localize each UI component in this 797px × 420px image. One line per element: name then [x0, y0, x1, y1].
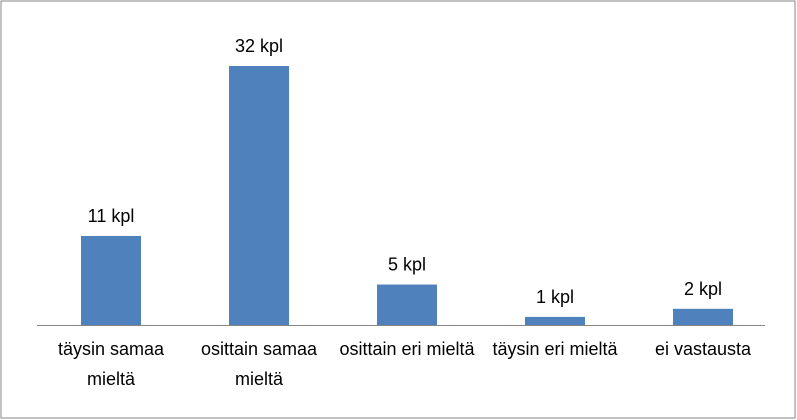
x-tick-label: täysin samaa mieltä	[57, 339, 165, 389]
bar	[673, 308, 733, 325]
data-label: 32 kpl	[235, 36, 283, 56]
bar	[377, 284, 437, 325]
x-tick-label: ei vastausta	[654, 339, 752, 359]
bar	[525, 316, 585, 325]
bar	[81, 235, 141, 325]
x-tick-label: täysin eri mieltä	[492, 339, 618, 359]
data-label: 2 kpl	[684, 279, 722, 299]
bar	[229, 66, 289, 325]
x-tick-label: osittain samaa mieltä	[200, 339, 318, 389]
data-label: 11 kpl	[88, 206, 135, 226]
data-label: 1 kpl	[536, 287, 574, 307]
x-tick-label: osittain eri mieltä	[339, 339, 475, 359]
data-label: 5 kpl	[388, 255, 426, 275]
